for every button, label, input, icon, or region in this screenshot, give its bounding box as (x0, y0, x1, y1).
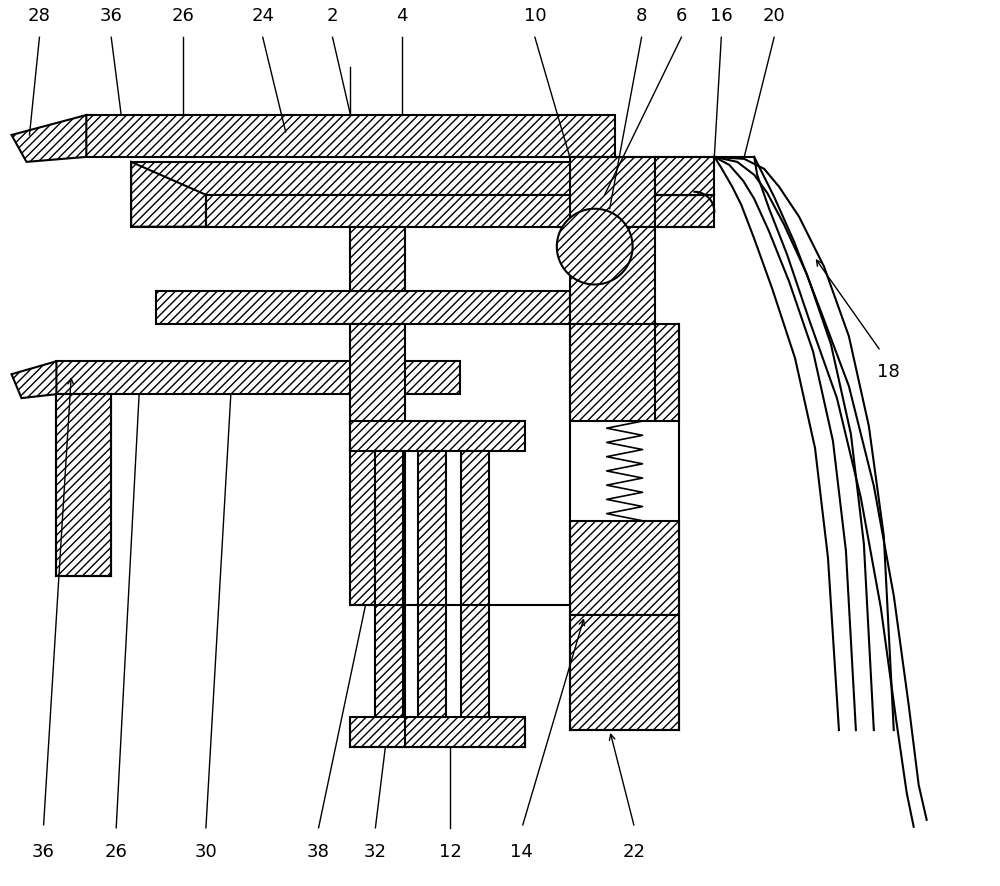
Text: 38: 38 (307, 843, 330, 860)
Text: 36: 36 (32, 843, 55, 860)
Bar (350, 227, 405, 291)
Bar (570, 324, 679, 421)
Bar (350, 324, 405, 605)
Text: 10: 10 (524, 7, 546, 26)
Text: 20: 20 (763, 7, 786, 26)
Bar (56, 361, 460, 394)
Text: 16: 16 (710, 7, 733, 26)
Text: 2: 2 (327, 7, 338, 26)
Bar (350, 421, 525, 451)
Polygon shape (131, 162, 206, 227)
Text: 36: 36 (100, 7, 123, 26)
Bar (131, 162, 615, 195)
Bar (461, 451, 489, 720)
Text: 18: 18 (877, 363, 900, 381)
Text: 30: 30 (195, 843, 217, 860)
Text: 22: 22 (623, 843, 646, 860)
Text: 12: 12 (439, 843, 462, 860)
Bar (156, 291, 570, 324)
Bar (655, 195, 714, 227)
Text: 14: 14 (510, 843, 533, 860)
Polygon shape (557, 209, 633, 284)
Bar (570, 157, 655, 227)
Bar (570, 616, 679, 730)
Text: 24: 24 (251, 7, 274, 26)
Bar (375, 451, 403, 720)
Bar (570, 521, 679, 616)
Text: 26: 26 (172, 7, 194, 26)
Text: 32: 32 (364, 843, 387, 860)
Bar (570, 227, 655, 324)
Text: 28: 28 (28, 7, 51, 26)
Bar (86, 115, 615, 157)
Polygon shape (12, 115, 86, 162)
Text: 8: 8 (636, 7, 647, 26)
Polygon shape (12, 361, 56, 398)
Bar (56, 394, 111, 576)
Text: 4: 4 (397, 7, 408, 26)
Text: 6: 6 (676, 7, 687, 26)
Polygon shape (131, 195, 206, 227)
Text: 26: 26 (105, 843, 128, 860)
Bar (350, 717, 525, 747)
Bar (418, 451, 446, 720)
Bar (206, 195, 615, 227)
Bar (655, 157, 714, 195)
